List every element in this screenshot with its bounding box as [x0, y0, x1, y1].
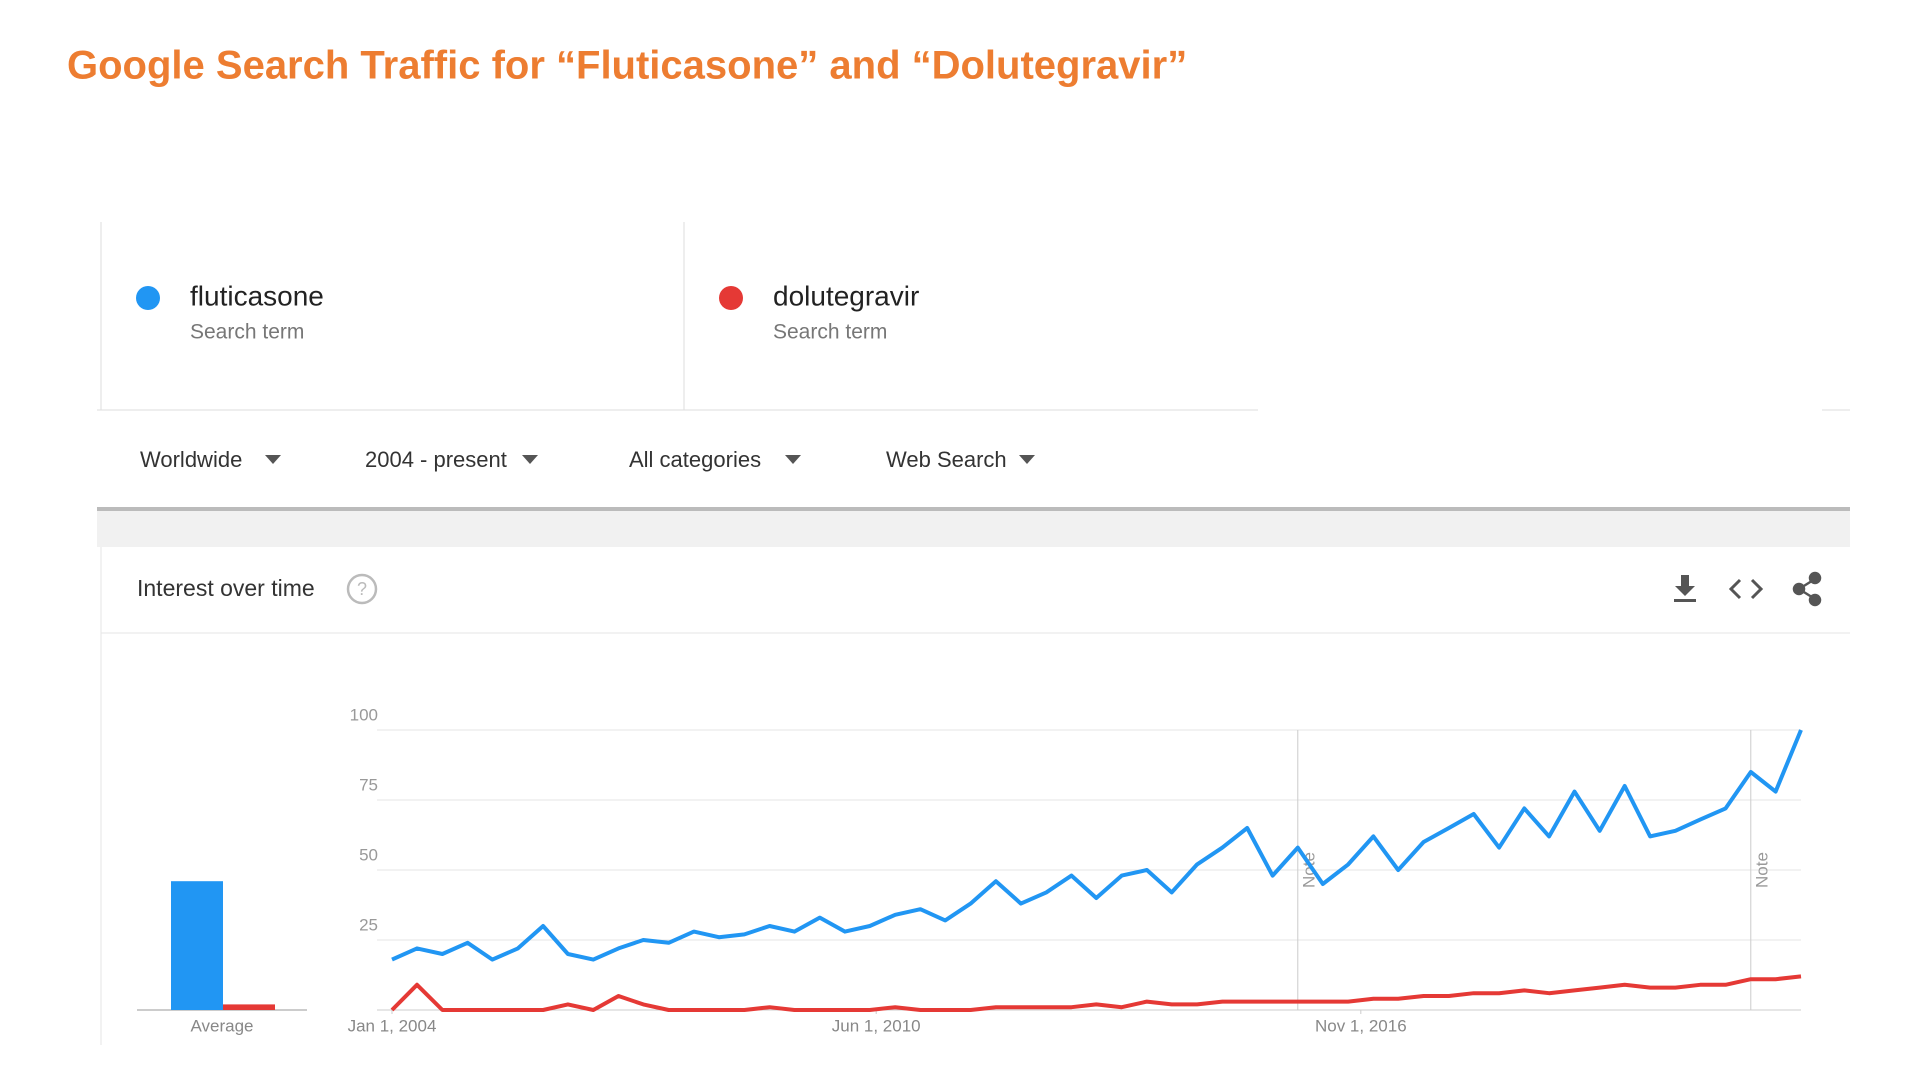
y-tick-label: 50 — [359, 845, 378, 864]
shadow-bar — [97, 507, 1850, 511]
term-subtitle: Search term — [773, 321, 887, 344]
average-bar — [171, 881, 223, 1010]
gap — [97, 511, 1850, 547]
note-label: Note — [1299, 852, 1318, 888]
share-icon[interactable] — [1792, 571, 1822, 607]
dropdown-arrow[interactable] — [1019, 455, 1035, 464]
download-icon[interactable] — [1674, 575, 1696, 602]
series-line — [390, 974, 1802, 1012]
dropdown-arrow[interactable] — [522, 455, 538, 464]
dropdown-arrow[interactable] — [265, 455, 281, 464]
y-tick-label: 75 — [359, 775, 378, 794]
series-line — [391, 729, 1803, 962]
slide-title: Google Search Traffic for “Fluticasone” … — [67, 44, 1187, 88]
panel-title: Interest over time — [137, 575, 315, 601]
help-icon-glyph[interactable]: ? — [357, 579, 367, 599]
search-term[interactable]: dolutegravir — [773, 280, 919, 311]
term-subtitle: Search term — [190, 321, 304, 344]
term-dot — [136, 286, 160, 310]
x-tick-label: Jan 1, 2004 — [348, 1016, 437, 1035]
y-tick-label: 25 — [359, 915, 378, 934]
filter[interactable]: 2004 - present — [365, 447, 507, 472]
filter[interactable]: All categories — [629, 447, 761, 472]
help-icon[interactable] — [346, 573, 378, 605]
average-bar — [223, 1004, 275, 1010]
term-dot — [719, 286, 743, 310]
dropdown-arrow[interactable] — [785, 455, 801, 464]
y-tick-label: 100 — [350, 705, 378, 724]
embed-icon[interactable] — [1728, 578, 1764, 600]
search-term[interactable]: fluticasone — [190, 280, 324, 311]
x-tick-label: Nov 1, 2016 — [1315, 1016, 1407, 1035]
filter[interactable]: Worldwide — [140, 447, 242, 472]
average-label: Average — [190, 1016, 253, 1035]
filter[interactable]: Web Search — [886, 447, 1007, 472]
note-label: Note — [1752, 852, 1771, 888]
x-tick-label: Jun 1, 2010 — [832, 1016, 921, 1035]
